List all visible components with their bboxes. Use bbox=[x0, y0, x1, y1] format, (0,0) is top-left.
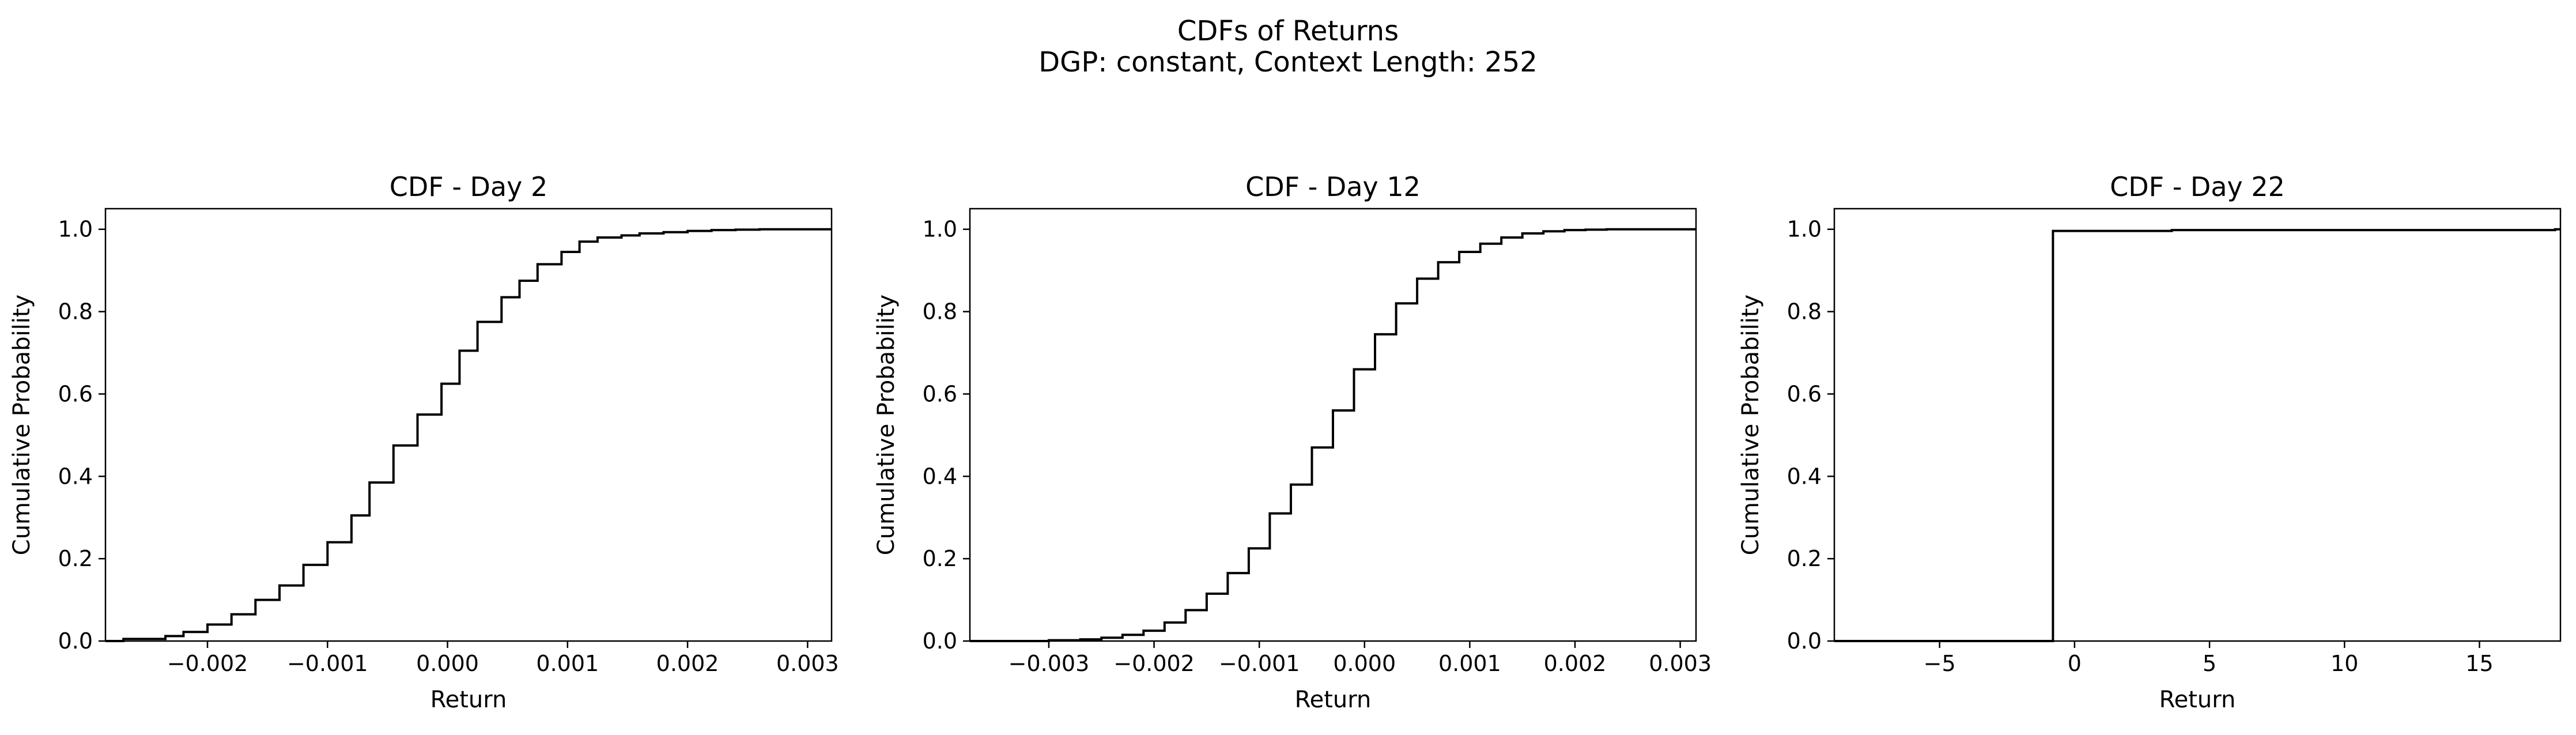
x-axis-label-2: Return bbox=[1295, 687, 1372, 713]
x-tick-label: 0.001 bbox=[536, 651, 599, 676]
x-axis-label-3: Return bbox=[2159, 687, 2236, 713]
x-tick-label: 0.000 bbox=[416, 651, 479, 676]
axes-frame-3 bbox=[1833, 208, 2562, 642]
y-tick-label: 0.8 bbox=[58, 299, 93, 325]
x-tick-label: −5 bbox=[1924, 651, 1956, 676]
axes-frame-1 bbox=[104, 208, 833, 642]
x-axis-label-1: Return bbox=[430, 687, 507, 713]
y-tick-label: 0.8 bbox=[923, 299, 957, 325]
y-axis-label-1: Cumulative Probability bbox=[9, 295, 35, 555]
y-axis-label-3: Cumulative Probability bbox=[1738, 295, 1764, 555]
y-tick-label: 0.8 bbox=[1787, 299, 1822, 325]
figure-subtitle: DGP: constant, Context Length: 252 bbox=[1038, 46, 1538, 78]
x-tick-label: −0.002 bbox=[1113, 651, 1195, 676]
x-tick-label: −0.001 bbox=[287, 651, 368, 676]
cdf-line-1-0 bbox=[105, 228, 832, 642]
y-tick-label: 0.2 bbox=[923, 546, 957, 571]
x-tick-label: −0.002 bbox=[167, 651, 248, 676]
x-tick-label: 0.000 bbox=[1333, 651, 1396, 676]
y-tick-label: 0.4 bbox=[923, 463, 957, 489]
x-tick-label: 0.003 bbox=[1649, 651, 1712, 676]
y-tick-label: 0.6 bbox=[58, 381, 93, 406]
y-tick-label: 0.0 bbox=[923, 628, 957, 654]
subplot-title-1: CDF - Day 2 bbox=[390, 171, 548, 202]
y-tick-label: 0.4 bbox=[1787, 463, 1822, 489]
y-tick-label: 0.2 bbox=[58, 546, 93, 571]
y-tick-label: 1.0 bbox=[58, 217, 93, 242]
x-tick-label: 0.003 bbox=[776, 651, 839, 676]
y-tick-label: 0.2 bbox=[1787, 546, 1822, 571]
y-tick-label: 0.6 bbox=[1787, 381, 1822, 406]
x-tick-label: −0.001 bbox=[1219, 651, 1300, 676]
subplot-title-2: CDF - Day 12 bbox=[1245, 171, 1421, 202]
x-tick-label: 10 bbox=[2331, 651, 2358, 676]
y-axis-label-2: Cumulative Probability bbox=[873, 295, 900, 555]
y-tick-label: 0.4 bbox=[58, 463, 93, 489]
x-tick-label: 5 bbox=[2203, 651, 2216, 676]
x-tick-label: 0.002 bbox=[656, 651, 719, 676]
x-tick-label: 15 bbox=[2465, 651, 2493, 676]
y-tick-label: 0.0 bbox=[1787, 628, 1822, 654]
x-tick-label: 0.001 bbox=[1438, 651, 1501, 676]
figure-title: CDFs of Returns bbox=[1177, 15, 1399, 47]
x-tick-label: −0.003 bbox=[1009, 651, 1090, 676]
cdf-line-2-0 bbox=[970, 228, 1696, 642]
axes-frame-2 bbox=[969, 208, 1697, 642]
x-tick-label: 0 bbox=[2068, 651, 2082, 676]
y-tick-label: 0.0 bbox=[58, 628, 93, 654]
y-tick-label: 0.6 bbox=[923, 381, 957, 406]
cdf-line-3-0 bbox=[1834, 228, 2560, 642]
subplot-title-3: CDF - Day 22 bbox=[2110, 171, 2285, 202]
y-tick-label: 1.0 bbox=[923, 217, 957, 242]
x-tick-label: 0.002 bbox=[1544, 651, 1607, 676]
y-tick-label: 1.0 bbox=[1787, 217, 1822, 242]
